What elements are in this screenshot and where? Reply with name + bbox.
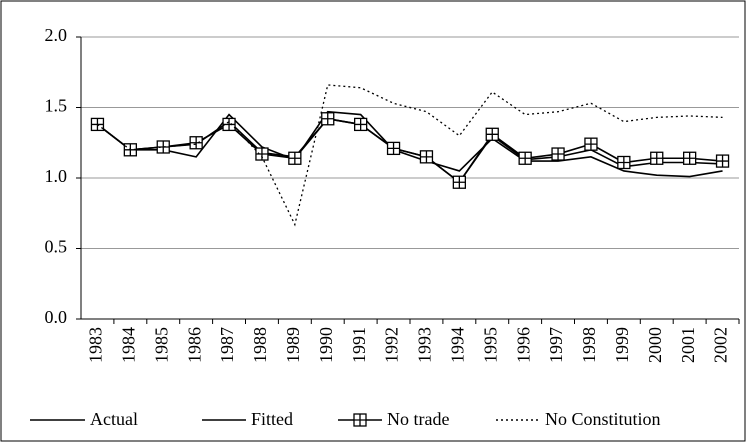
y-tick-label: 2.0 xyxy=(45,25,68,45)
x-tick-label: 1984 xyxy=(118,327,138,363)
point-marker-cross xyxy=(420,150,433,163)
x-tick-label: 1990 xyxy=(316,327,336,363)
point-marker-cross xyxy=(552,148,565,161)
x-tick-label: 1991 xyxy=(349,327,369,363)
legend-label: No trade xyxy=(387,409,449,429)
x-tick-label: 2001 xyxy=(678,327,698,363)
x-tick-label: 1999 xyxy=(612,327,632,363)
y-tick-label: 1.0 xyxy=(45,166,68,186)
point-marker-cross xyxy=(584,138,597,151)
x-tick-label: 2002 xyxy=(711,327,731,363)
point-marker-cross xyxy=(321,112,334,125)
point-marker-cross xyxy=(354,118,367,131)
point-marker-cross xyxy=(716,155,729,168)
y-tick-label: 0.5 xyxy=(45,237,68,257)
x-tick-label: 1998 xyxy=(579,327,599,363)
x-tick-label: 1997 xyxy=(546,327,566,363)
y-tick-label: 1.5 xyxy=(45,96,68,116)
x-tick-label: 1987 xyxy=(217,327,237,363)
point-marker-cross xyxy=(288,152,301,165)
point-marker-cross xyxy=(650,152,663,165)
legend-label: Actual xyxy=(90,409,138,429)
x-tick-label: 1996 xyxy=(513,327,533,363)
legend-marker-cross xyxy=(354,414,366,426)
x-tick-label: 2000 xyxy=(645,327,665,363)
point-marker-cross xyxy=(617,156,630,169)
point-marker-cross xyxy=(387,142,400,155)
x-tick-label: 1994 xyxy=(447,327,467,363)
point-marker-cross xyxy=(223,118,236,131)
x-tick-label: 1988 xyxy=(250,327,270,363)
x-tick-label: 1985 xyxy=(151,327,171,363)
legend-label: Fitted xyxy=(251,409,293,429)
x-tick-label: 1986 xyxy=(184,327,204,363)
point-marker-cross xyxy=(486,128,499,141)
series-line xyxy=(97,84,723,227)
point-marker-cross xyxy=(519,152,532,165)
point-marker-cross xyxy=(453,176,466,189)
x-tick-label: 1989 xyxy=(283,327,303,363)
x-tick-label: 1993 xyxy=(415,327,435,363)
point-marker-cross xyxy=(683,152,696,165)
legend-label: No Constitution xyxy=(545,409,661,429)
x-tick-label: 1995 xyxy=(480,327,500,363)
x-tick-label: 1992 xyxy=(382,327,402,363)
x-tick-label: 1983 xyxy=(86,327,106,363)
point-marker-cross xyxy=(190,136,203,149)
y-tick-label: 0.0 xyxy=(45,307,68,327)
